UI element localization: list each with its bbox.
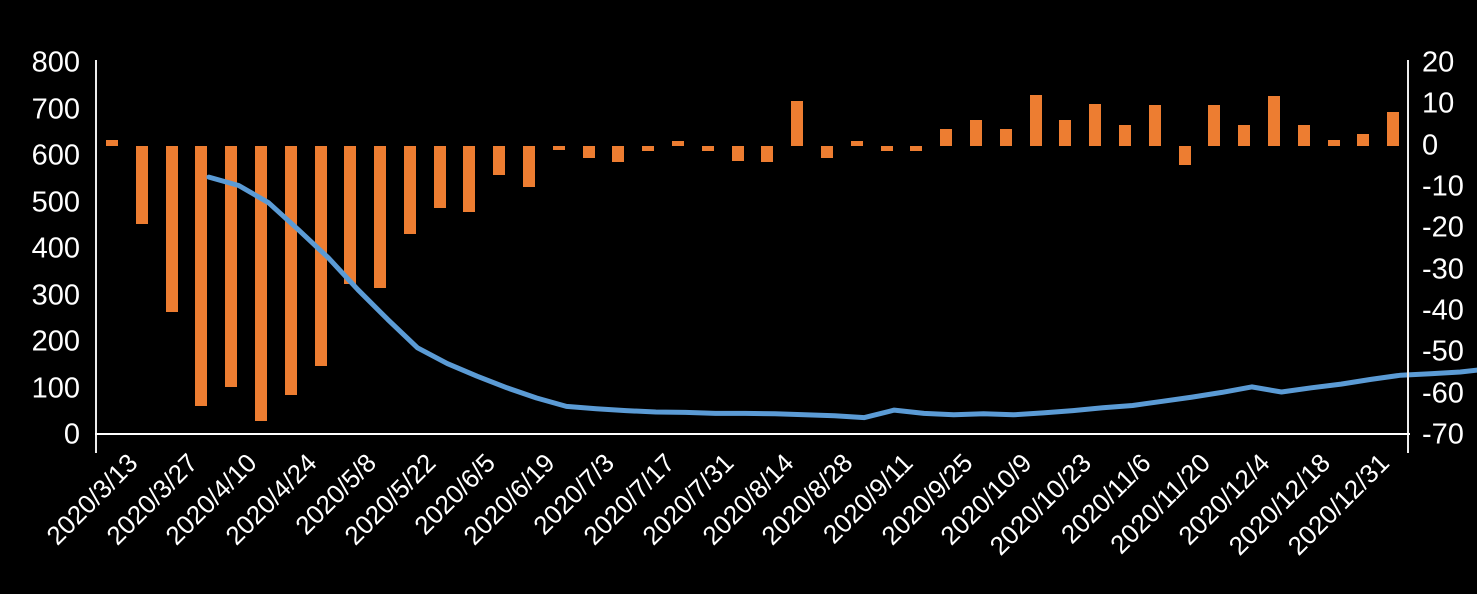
- left-axis-tick: 300: [31, 279, 80, 311]
- bar: [791, 100, 804, 146]
- bar: [1327, 140, 1340, 146]
- right-axis-tick: 10: [1422, 87, 1455, 120]
- bar: [701, 145, 714, 151]
- bar: [582, 145, 595, 159]
- line-series: [206, 174, 1477, 421]
- right-axis-tick: -40: [1422, 294, 1464, 327]
- bar: [1357, 133, 1370, 146]
- bar: [225, 145, 238, 388]
- bar: [135, 145, 148, 225]
- right-axis-tick: -20: [1422, 211, 1464, 244]
- bar: [940, 128, 953, 146]
- bar: [1297, 125, 1310, 146]
- left-axis-tick: 200: [31, 325, 80, 358]
- bar: [731, 145, 744, 162]
- bar: [1208, 104, 1221, 146]
- bar: [403, 145, 416, 234]
- bar: [1148, 104, 1161, 146]
- bar: [374, 145, 387, 289]
- bottom-axis-line: [95, 433, 1410, 435]
- bar: [105, 140, 118, 146]
- bar: [493, 145, 506, 175]
- bar: [761, 145, 774, 163]
- right-axis-tick: 20: [1422, 46, 1455, 79]
- bar: [999, 128, 1012, 146]
- left-axis-line: [95, 60, 97, 453]
- bar: [523, 145, 535, 187]
- left-axis-tick: 700: [31, 93, 80, 125]
- bar: [1118, 125, 1131, 146]
- bar: [672, 140, 684, 146]
- bar: [1089, 104, 1102, 146]
- right-axis-tick: 0: [1422, 129, 1439, 162]
- right-axis-tick: -50: [1422, 335, 1464, 368]
- left-axis-tick: 100: [31, 372, 80, 404]
- bar: [284, 145, 297, 396]
- right-axis-tick: -10: [1422, 170, 1464, 203]
- bar: [1059, 120, 1072, 146]
- line-path: [206, 174, 1477, 421]
- bar: [850, 140, 863, 146]
- bar: [463, 145, 476, 213]
- left-axis-tick: 0: [63, 418, 80, 451]
- bar: [433, 145, 446, 209]
- bar: [552, 145, 565, 150]
- bar: [1267, 95, 1280, 146]
- bar: [970, 120, 982, 146]
- bar: [642, 145, 655, 152]
- bar: [1029, 94, 1042, 146]
- bar: [344, 145, 357, 284]
- right-axis-tick: -60: [1422, 377, 1464, 410]
- bar: [612, 145, 625, 163]
- left-axis-tick: 500: [31, 186, 80, 218]
- plot-area: [97, 63, 1477, 435]
- bar: [314, 145, 327, 366]
- left-axis-tick: 800: [31, 46, 80, 79]
- bar: [1238, 125, 1251, 146]
- bar: [195, 145, 208, 406]
- left-axis-tick: 600: [31, 139, 80, 172]
- bar: [910, 145, 923, 152]
- right-axis-line: [1407, 60, 1409, 453]
- bar: [165, 145, 178, 313]
- left-axis-tick: 400: [31, 232, 80, 265]
- bar: [821, 145, 833, 159]
- bar: [1178, 145, 1191, 166]
- bar: [880, 145, 893, 152]
- bar: [1387, 112, 1400, 146]
- right-axis-tick: -70: [1422, 418, 1464, 451]
- bar: [254, 145, 267, 421]
- right-axis-tick: -30: [1422, 253, 1464, 286]
